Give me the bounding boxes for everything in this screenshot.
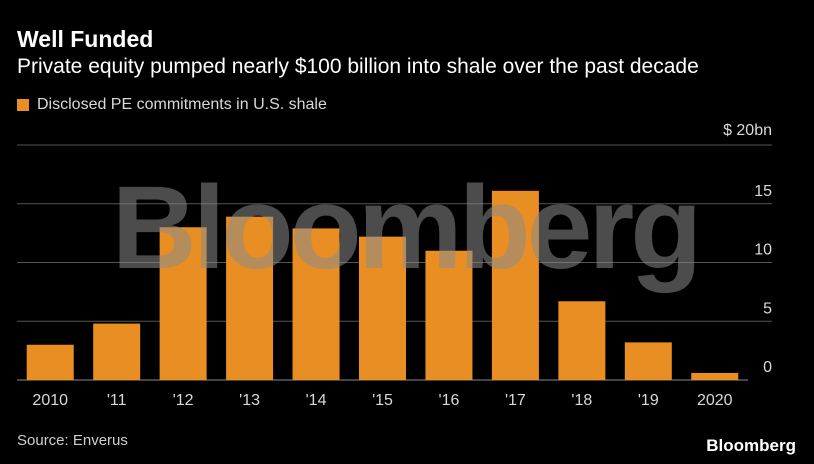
watermark: Bloomberg — [112, 162, 699, 294]
label-layer: 0 5 10 15 $ 20bn 2010 '11 '12 '13 '14 '15 '16 '17 '18… — [32, 122, 772, 409]
x-tick-label: '12 — [173, 392, 194, 409]
bar — [624, 342, 672, 380]
bar — [558, 301, 606, 380]
x-tick-label: '18 — [571, 392, 592, 409]
x-tick-label: '16 — [439, 392, 460, 409]
y-tick-label: 15 — [754, 183, 772, 200]
bar — [226, 216, 274, 380]
bar — [491, 190, 539, 380]
chart-title: Well Funded — [17, 26, 154, 52]
y-tick-label: 10 — [754, 242, 772, 259]
x-tick-label: '13 — [239, 392, 260, 409]
x-tick-label: '11 — [107, 392, 127, 409]
bar — [93, 323, 141, 380]
x-tick-label: '17 — [505, 392, 526, 409]
source-note: Source: Enverus — [17, 432, 128, 449]
x-tick-label: 2010 — [32, 392, 68, 409]
bar — [425, 250, 473, 380]
x-tick-label: '19 — [638, 392, 659, 409]
chart-subtitle: Private equity pumped nearly $100 billio… — [17, 55, 699, 78]
bar — [159, 227, 207, 380]
x-tick-label: '14 — [306, 392, 327, 409]
y-tick-label: $ 20bn — [723, 122, 772, 139]
watermark-layer: Bloomberg — [112, 162, 703, 294]
x-tick-label: '15 — [372, 392, 393, 409]
bar-layer — [26, 190, 739, 380]
bar — [359, 236, 406, 380]
y-tick-label: 5 — [763, 300, 772, 317]
bar — [292, 228, 340, 380]
legend: Disclosed PE commitments in U.S. shale — [17, 96, 327, 114]
y-tick-label: 0 — [763, 359, 772, 376]
bar — [691, 372, 739, 380]
x-tick-label: 2020 — [697, 392, 733, 409]
bar — [26, 344, 74, 380]
legend-label: Disclosed PE commitments in U.S. shale — [37, 96, 327, 113]
legend-swatch — [17, 99, 29, 111]
bloomberg-logo: Bloomberg — [706, 436, 796, 455]
